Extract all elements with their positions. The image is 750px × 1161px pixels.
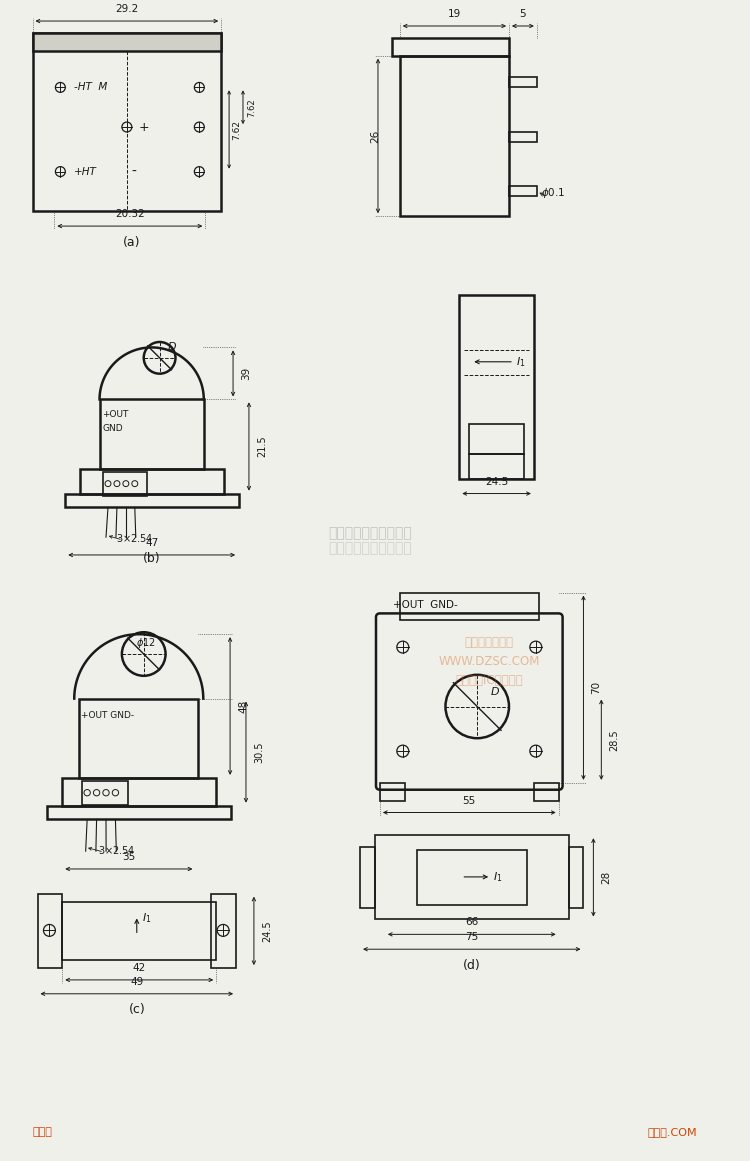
Text: 19: 19 <box>448 9 461 19</box>
Bar <box>65 493 239 507</box>
Bar <box>360 848 375 908</box>
Bar <box>400 56 509 216</box>
Bar <box>509 132 537 142</box>
Bar <box>400 592 538 620</box>
Bar <box>417 850 526 904</box>
Text: 24.5: 24.5 <box>262 920 272 942</box>
Text: 接线图.COM: 接线图.COM <box>648 1127 698 1138</box>
Bar <box>470 424 524 454</box>
Bar <box>80 699 198 778</box>
Bar <box>103 471 147 496</box>
Text: +: + <box>139 121 149 134</box>
Bar <box>459 295 534 478</box>
Text: 49: 49 <box>130 976 143 987</box>
Text: 26: 26 <box>370 129 380 143</box>
Text: +HT: +HT <box>74 167 97 176</box>
Text: 29.2: 29.2 <box>116 5 139 14</box>
Text: +OUT  GND-: +OUT GND- <box>393 600 458 611</box>
Bar <box>211 894 236 968</box>
Text: 28: 28 <box>602 871 611 884</box>
Text: (d): (d) <box>463 959 480 972</box>
Bar <box>62 902 216 960</box>
Text: 55: 55 <box>463 795 476 806</box>
Bar <box>568 848 584 908</box>
Text: 24.5: 24.5 <box>485 477 508 486</box>
Text: GND: GND <box>102 424 123 433</box>
Bar <box>392 38 509 56</box>
Bar <box>62 778 216 806</box>
Text: (c): (c) <box>128 1003 146 1016</box>
Bar <box>47 806 231 820</box>
Text: $\phi$0.1: $\phi$0.1 <box>541 187 566 201</box>
Text: 杭州将睿科技有限公司: 杭州将睿科技有限公司 <box>328 526 412 540</box>
Bar <box>32 33 221 211</box>
Text: $I_1$: $I_1$ <box>493 870 502 884</box>
Text: $\phi$12: $\phi$12 <box>136 636 156 650</box>
Bar <box>509 187 537 196</box>
Text: 杭州将睿科技有限公司: 杭州将睿科技有限公司 <box>328 541 412 555</box>
Text: 维库电子市场网
WWW.DZSC.COM
全球最大IC采购网站: 维库电子市场网 WWW.DZSC.COM 全球最大IC采购网站 <box>439 636 540 687</box>
Text: 28.5: 28.5 <box>609 729 619 750</box>
Bar <box>470 454 524 478</box>
Text: 42: 42 <box>133 962 146 973</box>
Text: 47: 47 <box>145 538 158 548</box>
Text: 7.62: 7.62 <box>232 120 241 139</box>
Text: 接线图: 接线图 <box>32 1127 53 1138</box>
Text: 20.32: 20.32 <box>115 209 145 219</box>
Text: $I_1$: $I_1$ <box>142 911 152 925</box>
Text: 5: 5 <box>520 9 526 19</box>
Bar <box>38 894 62 968</box>
Text: 35: 35 <box>122 852 136 861</box>
Bar <box>32 33 221 51</box>
Text: 3$\times$2.54: 3$\times$2.54 <box>116 532 154 545</box>
Text: +OUT GND-: +OUT GND- <box>81 712 134 721</box>
Text: 66: 66 <box>465 917 478 928</box>
Bar <box>80 469 224 493</box>
Bar <box>380 783 405 801</box>
Text: 7.62: 7.62 <box>247 98 256 116</box>
Text: 21.5: 21.5 <box>257 435 267 457</box>
Bar <box>375 835 568 920</box>
Bar <box>100 399 204 469</box>
Text: 75: 75 <box>465 932 478 943</box>
Text: 39: 39 <box>241 367 251 380</box>
Bar <box>82 781 128 805</box>
Text: 48: 48 <box>238 699 248 713</box>
Text: +OUT: +OUT <box>102 410 128 419</box>
Text: $I_1$: $I_1$ <box>516 355 526 369</box>
Text: (b): (b) <box>142 551 160 565</box>
Bar <box>509 78 537 87</box>
Text: 3$\times$2.54: 3$\times$2.54 <box>98 844 136 856</box>
Text: 30.5: 30.5 <box>254 742 264 763</box>
Text: (a): (a) <box>123 236 140 248</box>
Text: -: - <box>132 165 136 179</box>
Text: D: D <box>491 686 500 697</box>
Text: -HT  M: -HT M <box>74 82 107 93</box>
Bar <box>534 783 559 801</box>
Text: 70: 70 <box>592 682 602 694</box>
Text: D: D <box>167 341 176 352</box>
